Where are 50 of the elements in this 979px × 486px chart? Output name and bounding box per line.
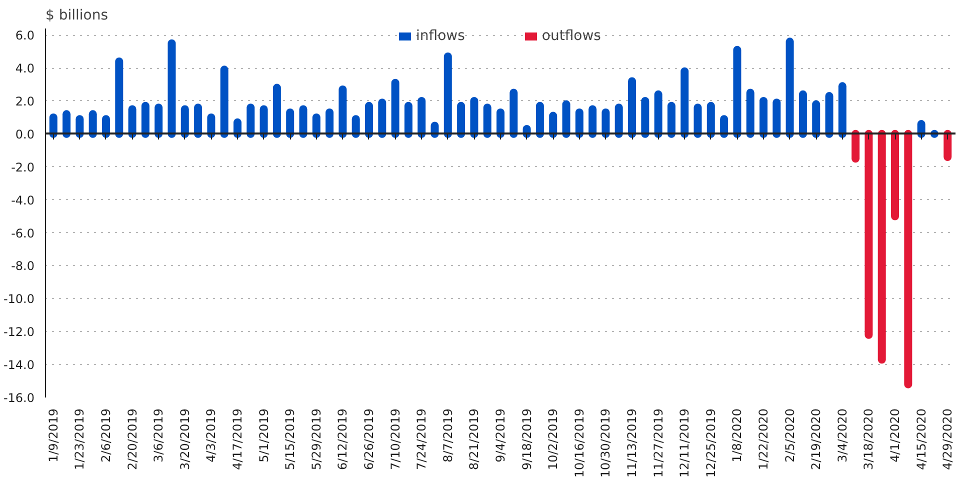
x-tick-label: 4/17/2019	[230, 408, 244, 470]
y-tick-label: 0.0	[15, 127, 35, 142]
x-tick-label: 3/20/2019	[178, 408, 192, 470]
x-tick-label: 7/24/2019	[414, 408, 429, 470]
x-tick-label: 5/29/2019	[309, 408, 324, 470]
x-tick-label: 12/25/2019	[704, 408, 718, 478]
y-tick-label: -8.0	[11, 259, 35, 274]
x-tick-label: 1/23/2019	[72, 408, 87, 470]
x-tick-label: 4/1/2020	[888, 408, 902, 462]
x-tick-label: 2/20/2019	[125, 408, 140, 470]
x-tick-label: 4/15/2020	[914, 408, 928, 470]
x-tick-label: 4/3/2019	[204, 408, 218, 462]
x-tick-label: 2/5/2020	[782, 408, 797, 462]
x-tick-label: 2/19/2020	[809, 408, 824, 470]
legend-label: outflows	[542, 28, 601, 44]
y-tick-label: -4.0	[11, 193, 35, 208]
x-tick-label: 2/6/2019	[98, 408, 113, 462]
x-tick-label: 8/21/2019	[467, 408, 482, 470]
y-tick-label: -6.0	[11, 226, 35, 240]
x-tick-label: 4/29/2020	[940, 408, 955, 470]
x-tick-label: 1/8/2020	[730, 408, 744, 462]
x-tick-label: 9/4/2019	[494, 408, 508, 462]
y-tick-label: -14.0	[3, 358, 35, 372]
x-tick-label: 8/7/2019	[440, 408, 455, 462]
y-tick-label: -12.0	[3, 325, 35, 340]
x-tick-label: 11/27/2019	[651, 408, 666, 478]
y-tick-label: -2.0	[11, 160, 35, 174]
x-tick-label: 5/15/2019	[283, 408, 298, 470]
y-tick-label: 2.0	[15, 94, 35, 108]
x-tick-label: 10/2/2019	[546, 408, 560, 470]
y-tick-label: -10.0	[3, 292, 35, 306]
x-tick-label: 11/13/2019	[625, 408, 640, 478]
x-tick-label: 5/1/2019	[256, 408, 271, 462]
x-tick-label: 1/22/2020	[756, 408, 771, 470]
x-tick-label: 3/18/2020	[862, 408, 876, 470]
x-tick-label: 9/18/2019	[520, 408, 534, 470]
x-tick-label: 7/10/2019	[388, 408, 402, 470]
y-tick-label: 6.0	[15, 28, 35, 43]
x-tick-label: 6/12/2019	[336, 408, 350, 470]
x-tick-label: 6/26/2019	[362, 408, 376, 470]
legend-label: inflows	[416, 28, 465, 44]
x-tick-label: 3/6/2019	[152, 408, 166, 462]
x-tick-label: 1/9/2019	[46, 408, 60, 462]
y-axis-title: $ billions	[46, 8, 108, 24]
x-tick-label: 3/4/2020	[835, 408, 850, 462]
y-tick-label: -16.0	[3, 391, 35, 405]
x-tick-label: 12/11/2019	[678, 408, 692, 478]
x-tick-label: 10/30/2019	[598, 408, 613, 478]
y-tick-label: 4.0	[15, 62, 35, 76]
x-tick-label: 10/16/2019	[572, 408, 586, 478]
